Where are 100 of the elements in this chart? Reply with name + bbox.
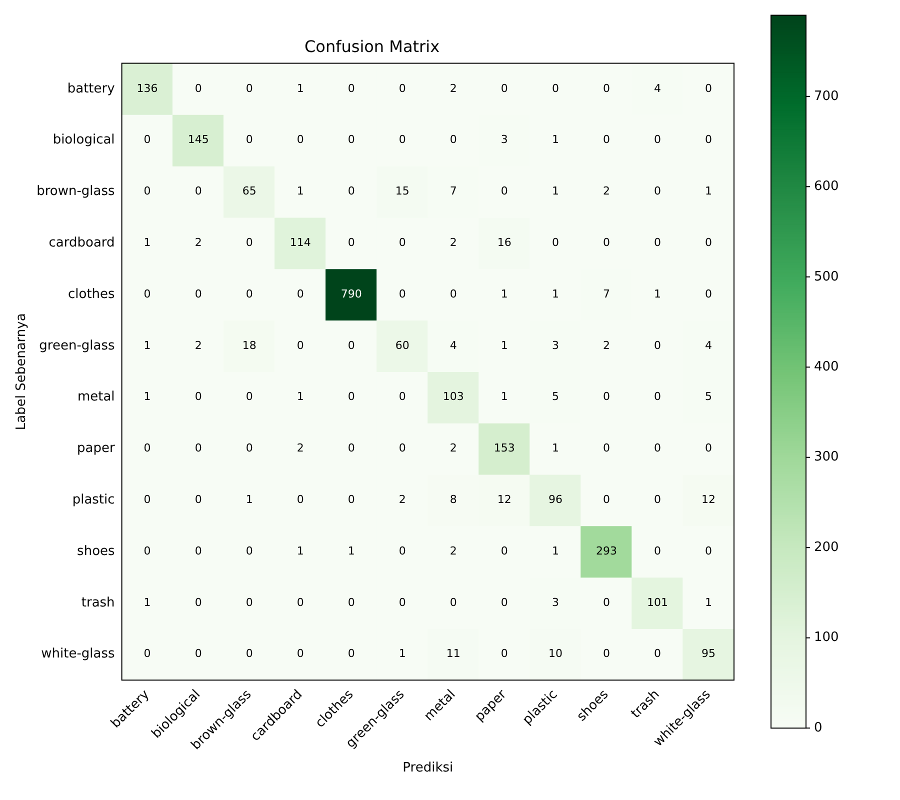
- data-label: 0: [500, 544, 508, 558]
- data-label: 2: [450, 236, 457, 249]
- data-label: 1: [552, 442, 559, 455]
- data-label: 65: [242, 184, 256, 198]
- data-label: 2: [602, 184, 610, 198]
- data-label: 7: [602, 287, 610, 300]
- data-label: 1: [296, 184, 304, 198]
- data-label: 1: [704, 184, 712, 198]
- color-bar-label: 300: [814, 450, 839, 465]
- data-label: 0: [602, 647, 610, 660]
- data-label: 0: [654, 647, 661, 660]
- data-label: 1: [296, 544, 304, 558]
- data-label: 1: [552, 133, 559, 146]
- data-label: 0: [246, 287, 253, 300]
- data-label: 0: [296, 133, 304, 146]
- y-axis-title: Label Sebenarnya: [14, 313, 30, 430]
- data-label: 0: [296, 647, 304, 660]
- data-label: 0: [654, 184, 661, 198]
- y-tick-label: biological: [52, 132, 115, 148]
- data-label: 0: [348, 390, 355, 404]
- data-label: 0: [602, 596, 610, 609]
- data-label: 0: [602, 493, 610, 506]
- data-label: 1: [500, 287, 508, 300]
- data-label: 0: [500, 596, 508, 609]
- data-label: 0: [348, 442, 355, 455]
- data-label: 8: [450, 493, 457, 506]
- data-label: 3: [552, 596, 559, 609]
- y-tick-label: green-glass: [39, 338, 116, 354]
- data-label: 1: [500, 338, 508, 352]
- data-label: 15: [395, 184, 410, 198]
- data-label: 0: [500, 184, 508, 198]
- data-label: 1: [144, 390, 151, 404]
- color-bar-label: 700: [814, 88, 839, 104]
- data-label: 0: [246, 544, 253, 558]
- data-label: 4: [704, 338, 712, 352]
- data-label: 0: [144, 544, 151, 558]
- data-label: 0: [194, 390, 202, 404]
- data-label: 0: [450, 287, 457, 300]
- data-label: 0: [398, 596, 406, 609]
- data-label: 0: [654, 544, 661, 558]
- data-label: 114: [290, 236, 311, 249]
- data-label: 0: [144, 287, 151, 300]
- data-label: 1: [246, 493, 253, 506]
- data-label: 18: [242, 338, 256, 352]
- data-label: 145: [188, 133, 209, 146]
- data-label: 0: [348, 596, 355, 609]
- data-label: 0: [398, 544, 406, 558]
- data-label: 0: [144, 442, 151, 455]
- data-label: 2: [194, 338, 202, 352]
- data-label: 2: [296, 442, 304, 455]
- data-label: 0: [194, 647, 202, 660]
- data-label: 96: [548, 493, 562, 506]
- data-label: 0: [348, 647, 355, 660]
- data-label: 0: [654, 493, 661, 506]
- data-label: 1: [144, 338, 151, 352]
- data-label: 0: [552, 236, 559, 249]
- data-label: 2: [194, 236, 202, 249]
- data-label: 0: [500, 82, 508, 95]
- data-label: 0: [144, 647, 151, 660]
- data-label: 0: [194, 493, 202, 506]
- data-label: 0: [246, 133, 253, 146]
- data-label: 0: [602, 442, 610, 455]
- y-tick-label: shoes: [77, 544, 116, 559]
- data-label: 0: [296, 596, 304, 609]
- data-label: 0: [246, 596, 253, 609]
- data-label: 0: [398, 133, 406, 146]
- data-label: 0: [704, 82, 712, 95]
- data-label: 0: [246, 236, 253, 249]
- color-bar-label: 0: [814, 720, 822, 736]
- data-label: 0: [704, 544, 712, 558]
- data-label: 0: [654, 338, 661, 352]
- data-label: 153: [494, 442, 515, 455]
- data-label: 0: [602, 236, 610, 249]
- y-tick-label: brown-glass: [36, 184, 116, 200]
- data-label: 790: [340, 287, 362, 300]
- data-label: 0: [348, 82, 355, 95]
- data-label: 0: [398, 442, 406, 455]
- data-label: 0: [144, 493, 151, 506]
- data-label: 1: [398, 647, 406, 660]
- data-label: 0: [398, 287, 406, 300]
- data-label: 0: [194, 82, 202, 95]
- data-label: 1: [704, 596, 712, 609]
- color-bar-label: 100: [814, 630, 839, 646]
- chart-title: Confusion Matrix: [304, 36, 440, 56]
- y-tick-label: trash: [81, 595, 115, 610]
- data-label: 7: [450, 184, 457, 198]
- data-label: 0: [602, 82, 610, 95]
- data-label: 12: [701, 493, 716, 506]
- data-label: 1: [144, 596, 151, 609]
- data-label: 0: [348, 133, 355, 146]
- data-label: 0: [348, 493, 355, 506]
- data-label: 0: [398, 82, 406, 95]
- data-label: 0: [348, 184, 355, 198]
- data-label: 0: [450, 596, 457, 609]
- data-label: 2: [398, 493, 406, 506]
- y-tick-label: white-glass: [41, 646, 116, 662]
- data-label: 0: [246, 647, 253, 660]
- data-label: 0: [450, 133, 457, 146]
- data-label: 0: [194, 596, 202, 609]
- data-label: 4: [450, 338, 457, 352]
